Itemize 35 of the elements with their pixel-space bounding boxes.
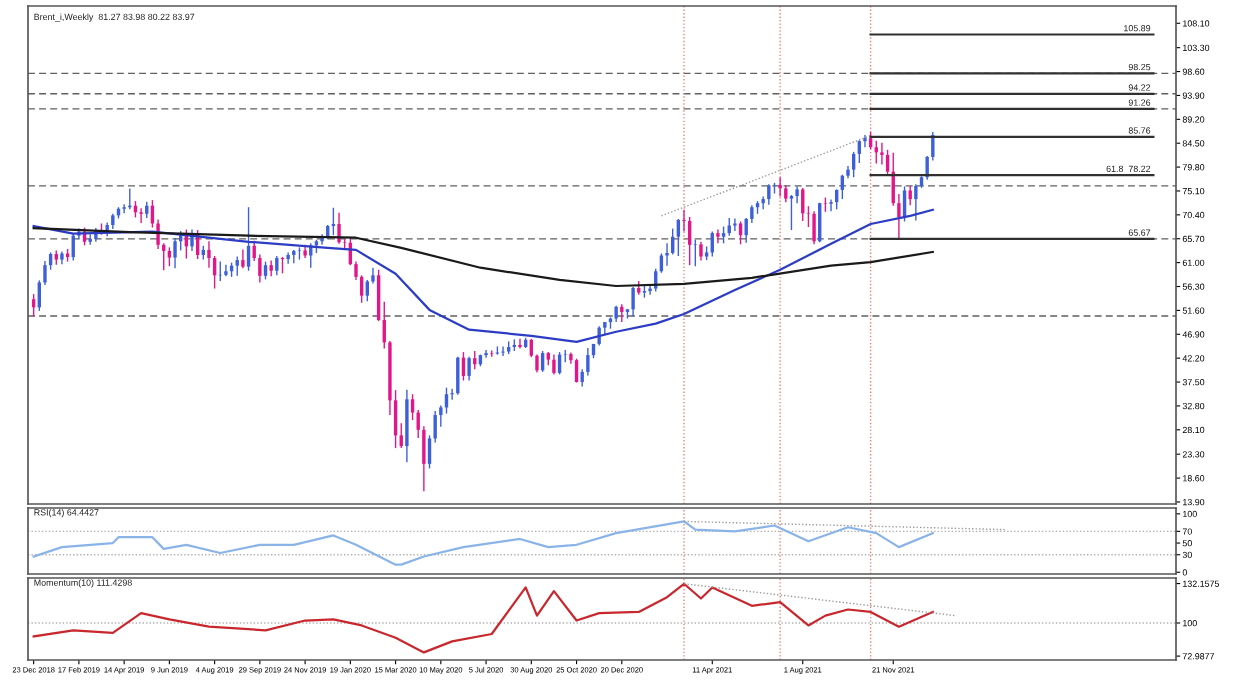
candlestick [399, 422, 403, 449]
candlestick [914, 183, 918, 222]
candlestick [286, 251, 290, 265]
candlestick [467, 355, 471, 382]
candlestick [410, 393, 415, 421]
candlestick [863, 134, 867, 148]
candlestick [173, 237, 177, 269]
candlestick [167, 246, 172, 267]
candlestick [631, 286, 635, 318]
candlestick [139, 207, 143, 224]
candlestick [880, 142, 884, 166]
candlestick [241, 248, 245, 269]
candlestick [484, 349, 488, 359]
line-series [32, 582, 934, 654]
candlestick [518, 338, 522, 350]
line-series [32, 520, 934, 566]
candlestick [716, 228, 720, 245]
candlestick [851, 151, 856, 178]
candlestick [501, 345, 505, 357]
candlestick [275, 255, 279, 277]
candlestick [699, 241, 703, 262]
candlestick [235, 255, 239, 277]
candlestick [908, 185, 912, 206]
candlestick [405, 388, 409, 464]
candlestick [693, 239, 698, 267]
candlestick [812, 210, 816, 246]
candlestick [738, 220, 743, 246]
candlestick [733, 217, 737, 232]
line-series [32, 208, 934, 344]
candlestick [767, 183, 771, 206]
line-series [32, 226, 934, 288]
candlestick [597, 325, 601, 347]
candlestick [552, 353, 556, 376]
candlestick [789, 194, 794, 231]
candlestick [778, 176, 782, 198]
